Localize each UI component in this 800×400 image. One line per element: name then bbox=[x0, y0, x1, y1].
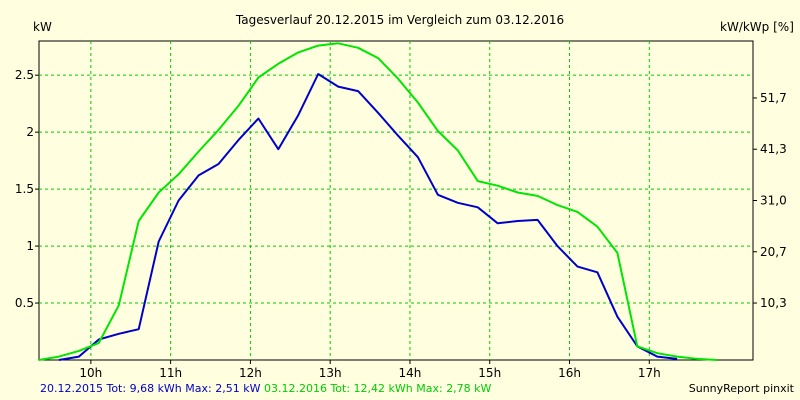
x-tick-label: 12h bbox=[239, 366, 262, 380]
x-tick-label: 14h bbox=[399, 366, 422, 380]
credit-text: SunnyReport pinxit bbox=[688, 382, 794, 395]
series-line-2016 bbox=[38, 42, 718, 361]
x-tick-label: 11h bbox=[159, 366, 182, 380]
y2-tick-label: 10,3 bbox=[760, 296, 787, 310]
y-tick-label: 1.5 bbox=[15, 182, 34, 196]
y-tick-label: 0.5 bbox=[15, 296, 34, 310]
y-axis-left: 0.5 1 1.5 2 2.5 bbox=[15, 68, 39, 310]
series-line-2015 bbox=[58, 73, 678, 361]
y-tick-label: 2 bbox=[26, 125, 34, 139]
y2-tick-label: 20,7 bbox=[760, 245, 787, 259]
y-tick-label: 1 bbox=[26, 239, 34, 253]
x-tick-label: 17h bbox=[638, 366, 661, 380]
y-axis-label-left: kW bbox=[33, 20, 52, 34]
legend-series-2016: 03.12.2016 Tot: 12,42 kWh Max: 2,78 kW bbox=[263, 382, 492, 395]
y-tick-label: 2.5 bbox=[15, 68, 34, 82]
legend: 20.12.2015 Tot: 9,68 kWh Max: 2,51 kW 03… bbox=[40, 382, 491, 395]
x-tick-label: 10h bbox=[79, 366, 102, 380]
series-lines bbox=[38, 42, 718, 361]
legend-series-2015: 20.12.2015 Tot: 9,68 kWh Max: 2,51 kW bbox=[40, 382, 261, 395]
y2-tick-label: 51,7 bbox=[760, 91, 787, 105]
y2-tick-label: 41,3 bbox=[760, 142, 787, 156]
y2-tick-label: 31,0 bbox=[760, 194, 787, 208]
plot-area bbox=[38, 40, 754, 361]
x-axis: 10h 11h 12h 13h 14h 15h 16h 17h bbox=[79, 360, 661, 380]
y-axis-right: 10,3 20,7 31,0 41,3 51,7 bbox=[753, 91, 787, 310]
x-tick-label: 13h bbox=[319, 366, 342, 380]
chart-title: Tagesverlauf 20.12.2015 im Vergleich zum… bbox=[235, 13, 564, 27]
x-tick-label: 16h bbox=[558, 366, 581, 380]
y-axis-label-right: kW/kWp [%] bbox=[720, 20, 794, 34]
x-tick-label: 15h bbox=[478, 366, 501, 380]
